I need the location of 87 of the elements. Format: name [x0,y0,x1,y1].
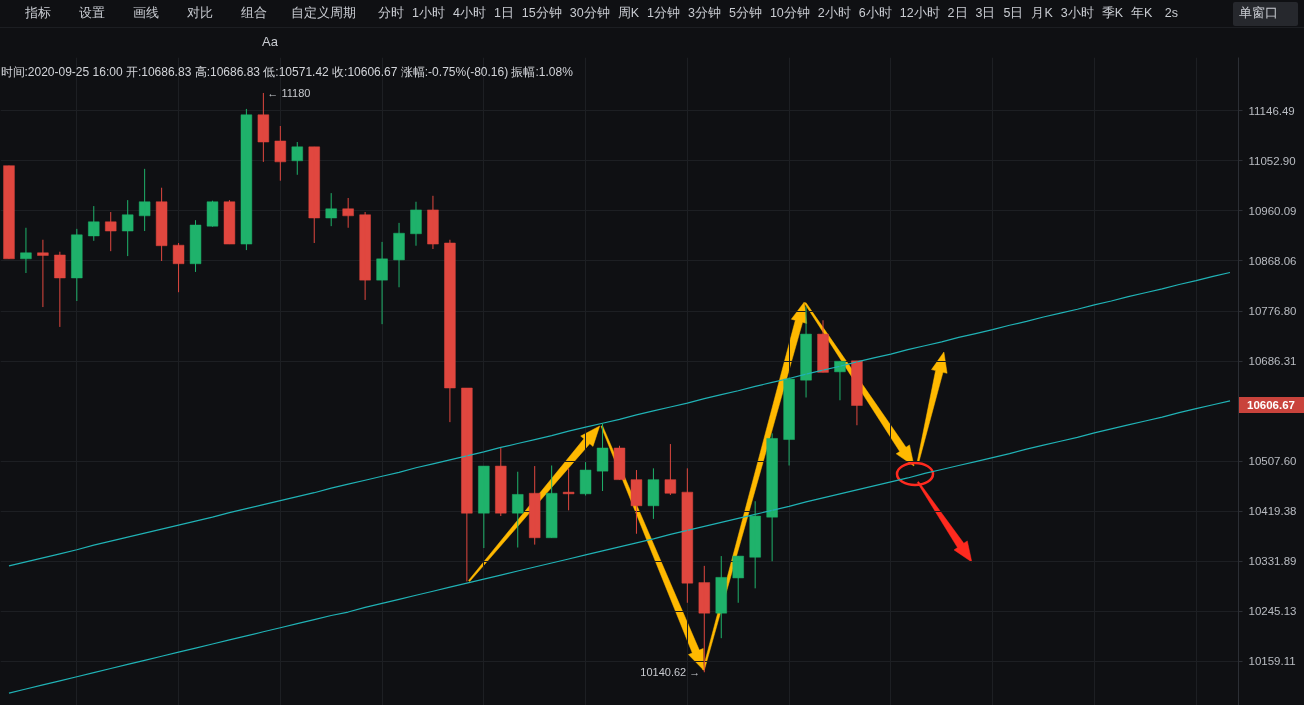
candlestick [274,125,286,182]
y-tick-label: 10868.06 [1248,254,1297,267]
text: 自定义周期 [291,5,356,23]
candlestick [647,467,660,520]
y-tick-label: 10159.11 [1248,655,1296,668]
text: 周K [617,5,640,23]
candlestick [71,228,83,302]
text: 单窗口 [1233,2,1298,26]
text: 5分钟 [728,5,762,23]
text: 2日 [947,5,968,23]
text: 30分钟 [569,5,610,23]
y-tick-label: 10419.38 [1248,505,1297,518]
line-series [8,400,1231,694]
y-tick-label: 11052.90 [1248,154,1296,167]
text: 3分钟 [687,5,721,23]
y-tick-label: 10331.89 [1248,555,1297,568]
text: 画线 [133,5,159,23]
candlestick [54,251,66,328]
y-tick-label: 11146.49 [1248,104,1295,117]
candlestick [393,222,405,288]
y-tick-label: 10245.13 [1248,605,1297,618]
text: 1分钟 [647,5,680,23]
candlestick [562,467,575,511]
candlestick [342,197,354,229]
candlestick [579,461,592,497]
candlestick [681,467,694,604]
candlestick [172,242,185,293]
text: 10606.67 [1239,397,1304,413]
candlestick [749,500,761,589]
text: 6小时 [858,5,892,23]
candlestick [613,445,626,481]
candlestick [88,205,100,242]
candlestick [122,199,134,257]
candlestick [206,200,219,228]
candlestick [715,555,729,639]
text: 月K [1031,5,1053,23]
candlestick [325,192,337,227]
annotation: ← 11180 [267,86,311,99]
text: 设置 [79,5,105,23]
text: 10分钟 [769,5,810,23]
candlestick [308,146,320,244]
text: 3小时 [1060,5,1094,23]
candlestick [291,141,303,176]
candlestick [189,219,202,273]
candlestick [664,443,677,496]
candlestick [545,465,558,539]
line-series [8,271,1231,567]
text: 15分钟 [521,5,562,23]
candlestick [223,199,236,245]
candlestick [596,422,609,492]
candlestick [257,92,270,163]
y-tick-label: 10776.80 [1248,305,1297,318]
text: 指标 [25,5,51,23]
candlestick [37,239,49,308]
candlestick [3,165,15,260]
text: 2s [1164,5,1178,23]
candlestick [240,108,253,251]
text: 3日 [975,5,996,23]
text: 分时 [378,5,404,23]
candlestick [427,195,439,250]
text: 时间:2020-09-25 16:00 开:10686.83 高:10686.83 低:10571.42 收:10606.67 涨幅:-0.75%(-80.16) 振幅:1.08% [0,64,574,79]
text: 年K [1131,5,1153,23]
text: 4小时 [452,5,486,23]
y-tick-label: 10960.09 [1248,204,1297,217]
y-tick-label: 10507.60 [1248,455,1297,468]
candlestick [495,447,507,517]
text: 1日 [493,5,514,23]
candlestick [155,187,168,262]
candlestick [630,469,643,535]
text: 组合 [241,5,267,23]
candlestick [376,241,388,325]
text: 1小时 [412,5,445,23]
text: 对比 [187,5,213,23]
text: 5日 [1003,5,1024,23]
text: 季K [1101,5,1124,23]
candlestick [138,168,151,232]
candlestick [410,201,422,247]
candlestick [105,211,117,252]
text: 2小时 [817,5,851,23]
annotation: 10140.62 → [640,666,701,679]
text: 12小时 [899,5,940,23]
candlestick [478,465,490,549]
candlestick [359,211,371,301]
text: Aa [262,33,278,52]
candlestick [698,565,710,673]
y-tick-label: 10686.31 [1248,355,1297,368]
candlestick [20,227,32,274]
